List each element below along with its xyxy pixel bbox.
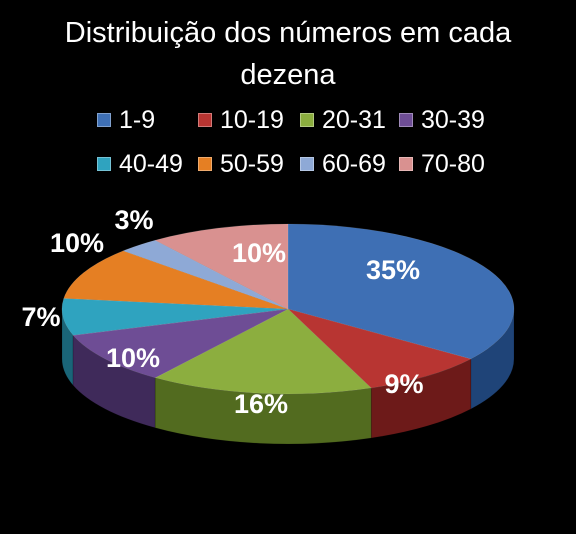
pie-label-60-69: 3% [114, 205, 153, 235]
legend-label-30-39: 30-39 [421, 105, 485, 134]
legend-swatch-50-59 [198, 157, 212, 171]
legend-item-40-49: 40-49 [97, 148, 183, 180]
legend-label-20-31: 20-31 [322, 105, 386, 134]
legend-label-1-9: 1-9 [119, 105, 156, 134]
legend-swatch-10-19 [198, 113, 212, 127]
pie-slice-50-59 [63, 250, 289, 310]
chart-title-line-1: Distribuição dos números em cada [64, 17, 512, 49]
legend-swatch-60-69 [300, 157, 314, 171]
legend-row-1: 1-9 10-19 20-31 30-39 [0, 104, 576, 136]
legend-item-60-69: 60-69 [300, 148, 386, 180]
pie-label-30-39: 10% [106, 343, 160, 373]
pie-slice-40-49 [61, 298, 289, 336]
legend-swatch-1-9 [97, 113, 111, 127]
pie-label-70-80: 10% [232, 238, 286, 268]
pie-label-40-49: 7% [21, 302, 60, 332]
pie-slice-70-80 [154, 223, 289, 310]
pie-slice-60-69 [122, 239, 289, 310]
pie-slice-20-31 [154, 308, 372, 395]
pie-slice-10-19 [287, 308, 472, 389]
chart-title-line-2: dezena [240, 59, 336, 91]
legend-swatch-20-31 [300, 113, 314, 127]
pie-label-1-9: 35% [366, 255, 420, 285]
legend-item-10-19: 10-19 [198, 104, 284, 136]
legend-label-40-49: 40-49 [119, 149, 183, 178]
chart-title: Distribuição dos números em cada dezena [0, 12, 576, 96]
pie-label-10-19: 9% [384, 369, 423, 399]
legend-label-60-69: 60-69 [322, 149, 386, 178]
legend-swatch-40-49 [97, 157, 111, 171]
legend-item-30-39: 30-39 [399, 104, 485, 136]
legend-item-70-80: 70-80 [399, 148, 485, 180]
legend-label-70-80: 70-80 [421, 149, 485, 178]
legend-swatch-30-39 [399, 113, 413, 127]
pie-label-20-31: 16% [234, 389, 288, 419]
pie-label-50-59: 10% [50, 228, 104, 258]
pie-slice-1-9 [287, 223, 515, 360]
legend-item-1-9: 1-9 [97, 104, 155, 136]
legend-row-2: 40-49 50-59 60-69 70-80 [0, 148, 576, 180]
legend-swatch-70-80 [399, 157, 413, 171]
legend-label-50-59: 50-59 [220, 149, 284, 178]
legend-item-20-31: 20-31 [300, 104, 386, 136]
legend-label-10-19: 10-19 [220, 105, 284, 134]
pie-slice-30-39 [72, 308, 289, 379]
legend-item-50-59: 50-59 [198, 148, 284, 180]
